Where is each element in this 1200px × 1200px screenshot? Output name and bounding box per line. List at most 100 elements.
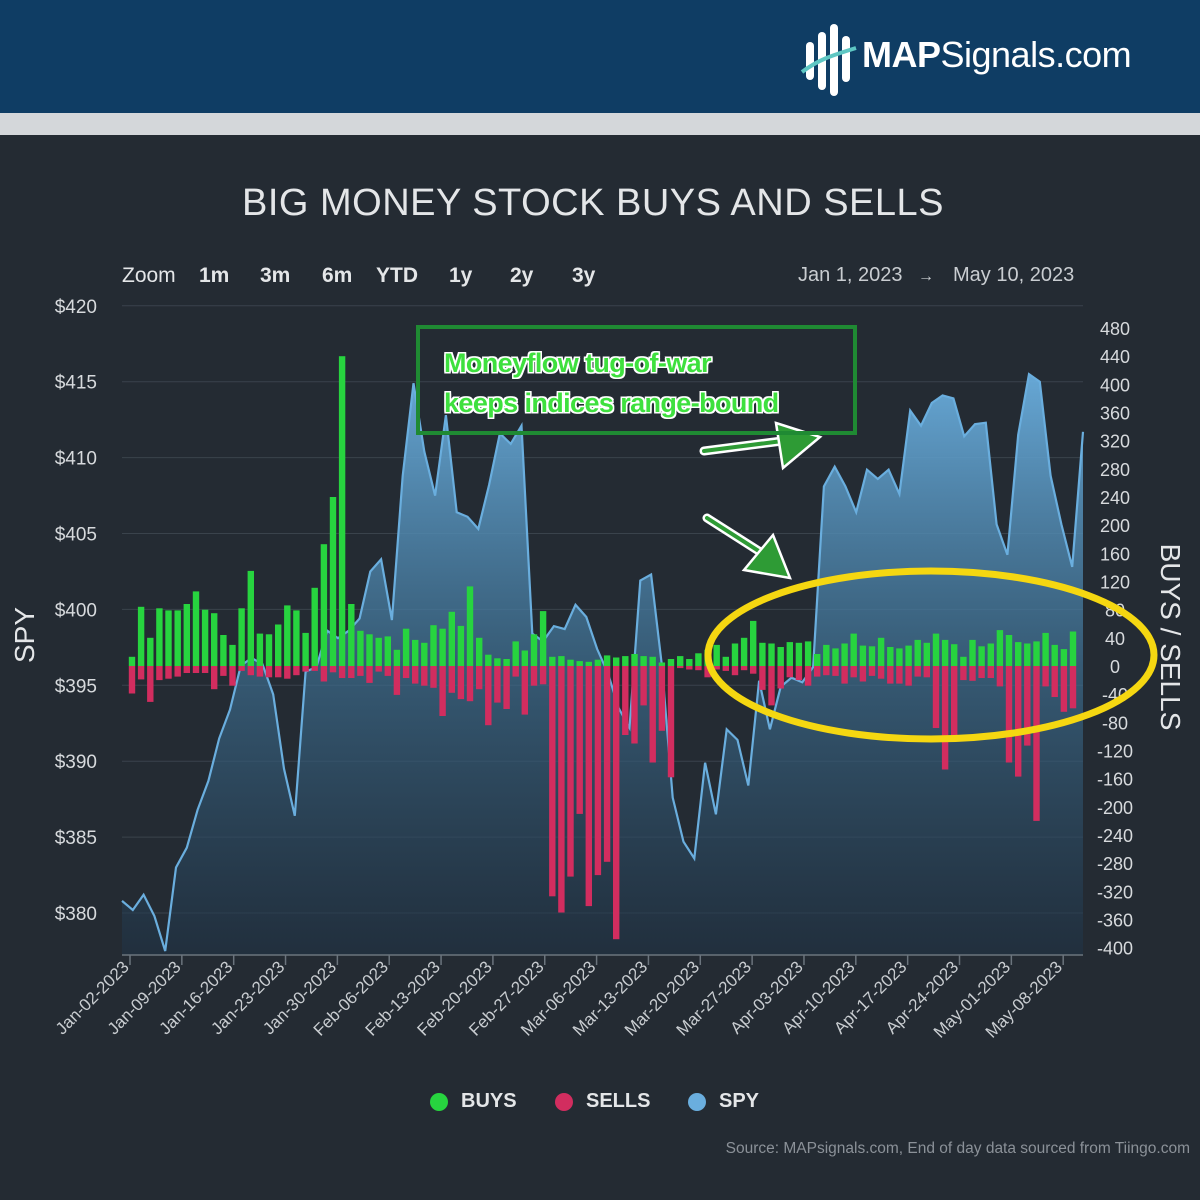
y-right-tick-label: 240 [1100, 488, 1130, 508]
legend-dot-buys [430, 1092, 448, 1111]
buy-bar [329, 497, 337, 666]
sell-bar [156, 666, 163, 681]
zoom-3y-button[interactable]: 3y [572, 264, 596, 287]
buy-bar [1033, 641, 1040, 666]
zoom-3m-button[interactable]: 3m [260, 264, 291, 287]
sell-bar [795, 666, 803, 681]
y-axis-left-labels: $420 $415 $410 $405 $400 $395 $390 $385 $380 [55, 297, 97, 925]
y-right-tick-label: -400 [1097, 939, 1133, 959]
sell-bar [594, 666, 602, 876]
sell-bar [823, 666, 830, 676]
buy-bar [147, 637, 154, 666]
date-range-end[interactable]: May 10, 2023 [953, 264, 1075, 286]
y-left-tick-label: $400 [55, 600, 97, 621]
date-range-start[interactable]: Jan 1, 2023 [798, 264, 903, 286]
y-left-tick-label: $415 [55, 373, 97, 394]
chart-title: BIG MONEY STOCK BUYS AND SELLS [241, 182, 945, 224]
brand-name-bold: MAP [862, 34, 941, 75]
buy-bar [677, 656, 684, 666]
legend-dot-spy [688, 1092, 706, 1111]
buy-bar [466, 586, 474, 666]
sell-bar [1042, 666, 1049, 687]
legend: BUYS SELLS SPY [0, 1090, 1200, 1116]
buy-bar [530, 634, 538, 666]
sell-bar [1069, 666, 1077, 709]
sell-bar [868, 666, 876, 676]
legend-item-spy[interactable]: SPY [688, 1090, 759, 1113]
buy-bar [183, 604, 190, 666]
sell-bar [485, 666, 492, 726]
sell-bar [850, 666, 857, 678]
buy-bar [932, 633, 940, 666]
buy-bar [804, 641, 812, 666]
sell-bar [713, 666, 720, 670]
sell-bar [695, 666, 702, 671]
x-axis-labels: Jan-02-2023Jan-09-2023Jan-16-2023Jan-23-… [52, 957, 1066, 1041]
sell-bar [494, 666, 501, 703]
sell-bar [549, 666, 556, 897]
y-left-tick-label: $395 [55, 676, 97, 697]
buy-bar [969, 639, 976, 666]
sell-bar [951, 666, 958, 740]
buy-bar [375, 637, 382, 666]
y-right-tick-label: -280 [1097, 854, 1133, 874]
y-right-tick-label: -320 [1097, 882, 1133, 902]
buy-bar [165, 610, 172, 666]
sell-bar [905, 666, 912, 686]
buy-bar [430, 625, 437, 666]
buy-bar [887, 647, 894, 666]
buy-bar [384, 636, 391, 666]
buy-bar [987, 643, 994, 666]
buy-bar [338, 356, 346, 666]
sell-bar [877, 666, 885, 679]
sell-bar [147, 666, 154, 702]
brand-name: MAPSignals.com [862, 34, 1132, 76]
sell-bar [603, 666, 611, 862]
sell-bar [1024, 666, 1031, 746]
sell-bar [832, 666, 839, 676]
header-bar [0, 0, 1200, 113]
spy-line [121, 372, 1085, 952]
buy-bar [247, 570, 254, 666]
sell-bar [430, 666, 437, 688]
y-right-tick-label: 360 [1100, 403, 1130, 423]
buy-bar [558, 656, 565, 666]
brand-logo[interactable]: MAPSignals.com [800, 20, 1140, 100]
sell-bar [969, 666, 976, 681]
sell-bar [137, 666, 145, 680]
sell-bar [740, 666, 748, 671]
buy-bar [521, 650, 528, 666]
buy-bar [877, 637, 885, 666]
sell-bar [183, 666, 190, 673]
sell-bar [338, 666, 346, 678]
legend-item-buys[interactable]: BUYS [430, 1090, 517, 1113]
sell-bar [384, 666, 391, 676]
zoom-ytd-button[interactable]: YTD [376, 264, 418, 287]
sell-bar [128, 666, 136, 694]
sell-bar [750, 666, 757, 674]
source-note: Source: MAPsignals.com, End of day data … [725, 1140, 1190, 1157]
spy-area [121, 372, 1085, 956]
zoom-1m-button[interactable]: 1m [199, 264, 230, 287]
y-right-tick-label: -360 [1097, 911, 1133, 931]
sell-bar [402, 666, 410, 678]
buy-bar [211, 613, 218, 666]
buy-bar [293, 610, 300, 666]
zoom-6m-button[interactable]: 6m [322, 264, 353, 287]
buy-bar [686, 659, 693, 666]
legend-item-sells[interactable]: SELLS [555, 1090, 650, 1113]
buy-bar [850, 633, 857, 666]
sell-bar [421, 666, 428, 686]
sell-bar [1033, 666, 1040, 821]
annotation-line-2: keeps indices range-bound [444, 388, 779, 418]
buy-bar [814, 654, 821, 666]
buy-bar [1042, 632, 1049, 666]
sell-bar [932, 666, 940, 728]
zoom-1y-button[interactable]: 1y [449, 264, 473, 287]
sell-bar [914, 666, 921, 677]
date-range-arrow: → [918, 268, 934, 285]
buy-bar [713, 644, 720, 666]
sell-bar [302, 666, 309, 672]
spy-area-fill [122, 374, 1083, 956]
zoom-2y-button[interactable]: 2y [510, 264, 534, 287]
